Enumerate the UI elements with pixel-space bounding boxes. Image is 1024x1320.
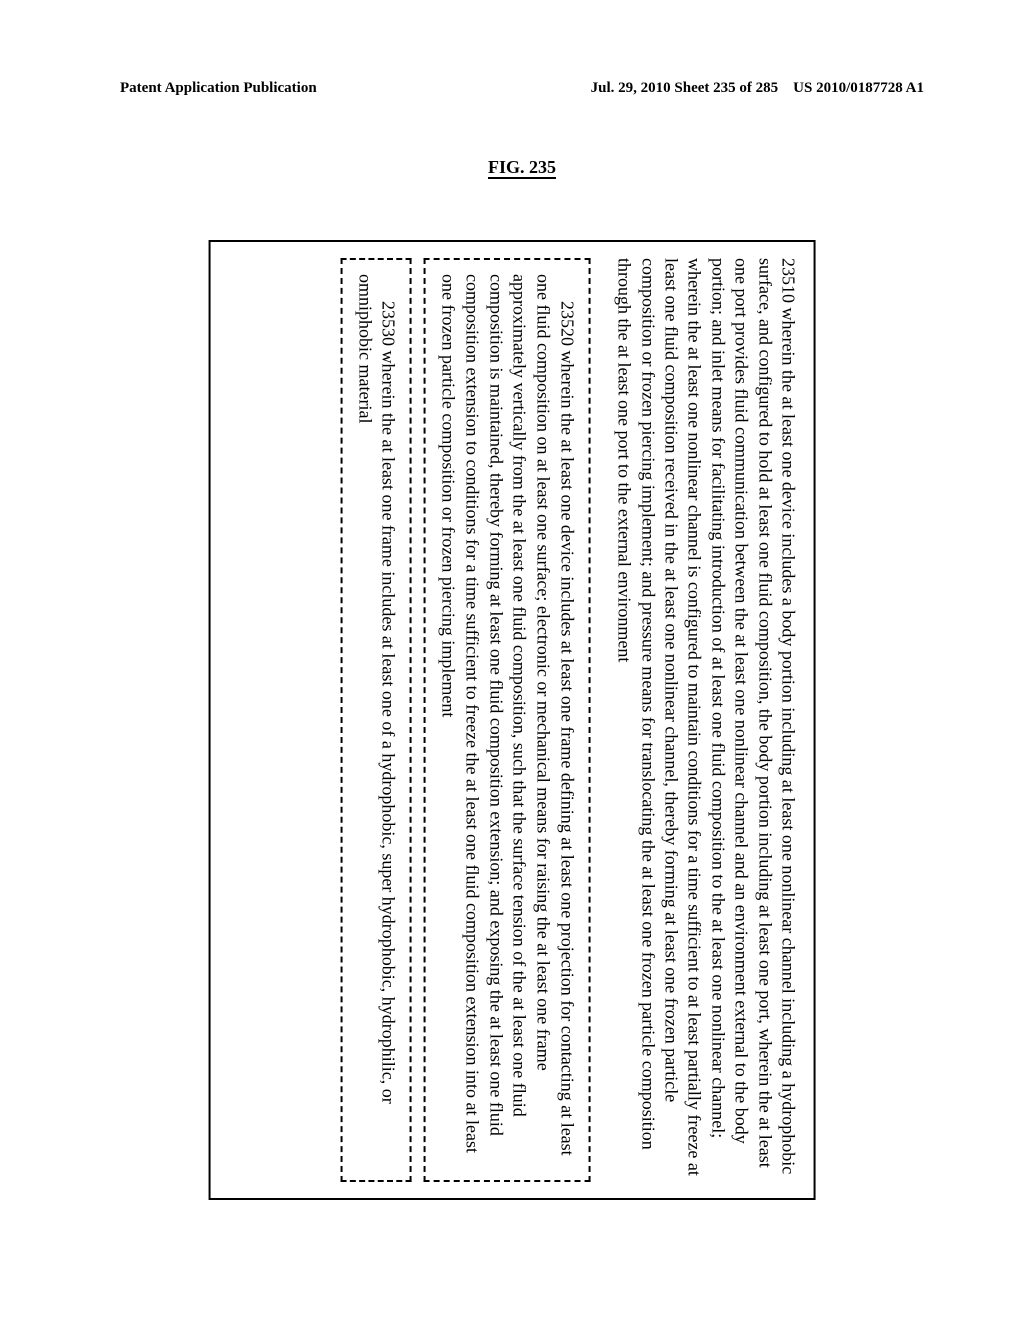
page-header: Patent Application Publication Jul. 29, … xyxy=(120,80,924,97)
main-claim-text: 23510 wherein the at least one device in… xyxy=(612,258,799,1182)
header-center: Jul. 29, 2010 Sheet 235 of 285 xyxy=(591,80,779,96)
main-claim-box: 23510 wherein the at least one device in… xyxy=(208,240,815,1200)
header-left: Patent Application Publication xyxy=(120,80,317,97)
sub-claim-1-box: 23520 wherein the at least one device in… xyxy=(424,258,591,1182)
header-right: Jul. 29, 2010 Sheet 235 of 285 US 2010/0… xyxy=(591,80,924,97)
figure-label-text: FIG. 235 xyxy=(488,157,556,179)
rotated-figure: 23510 wherein the at least one device in… xyxy=(208,240,815,1200)
figure-label: FIG. 235 xyxy=(120,157,924,178)
sub-claim-2-box: 23530 wherein the at least one frame inc… xyxy=(340,258,412,1182)
sub-claim-2-body: wherein the at least one frame includes … xyxy=(355,274,399,1104)
main-claim-number: 23510 xyxy=(779,258,799,303)
sub-claim-1-body: wherein the at least one device includes… xyxy=(439,274,578,1156)
sub-claim-2-number: 23530 xyxy=(379,301,399,346)
main-claim-body: wherein the at least one device includes… xyxy=(615,258,799,1176)
patent-page: Patent Application Publication Jul. 29, … xyxy=(0,0,1024,1320)
header-pubno: US 2010/0187728 A1 xyxy=(793,80,924,96)
sub-claim-1-number: 23520 xyxy=(557,301,577,346)
